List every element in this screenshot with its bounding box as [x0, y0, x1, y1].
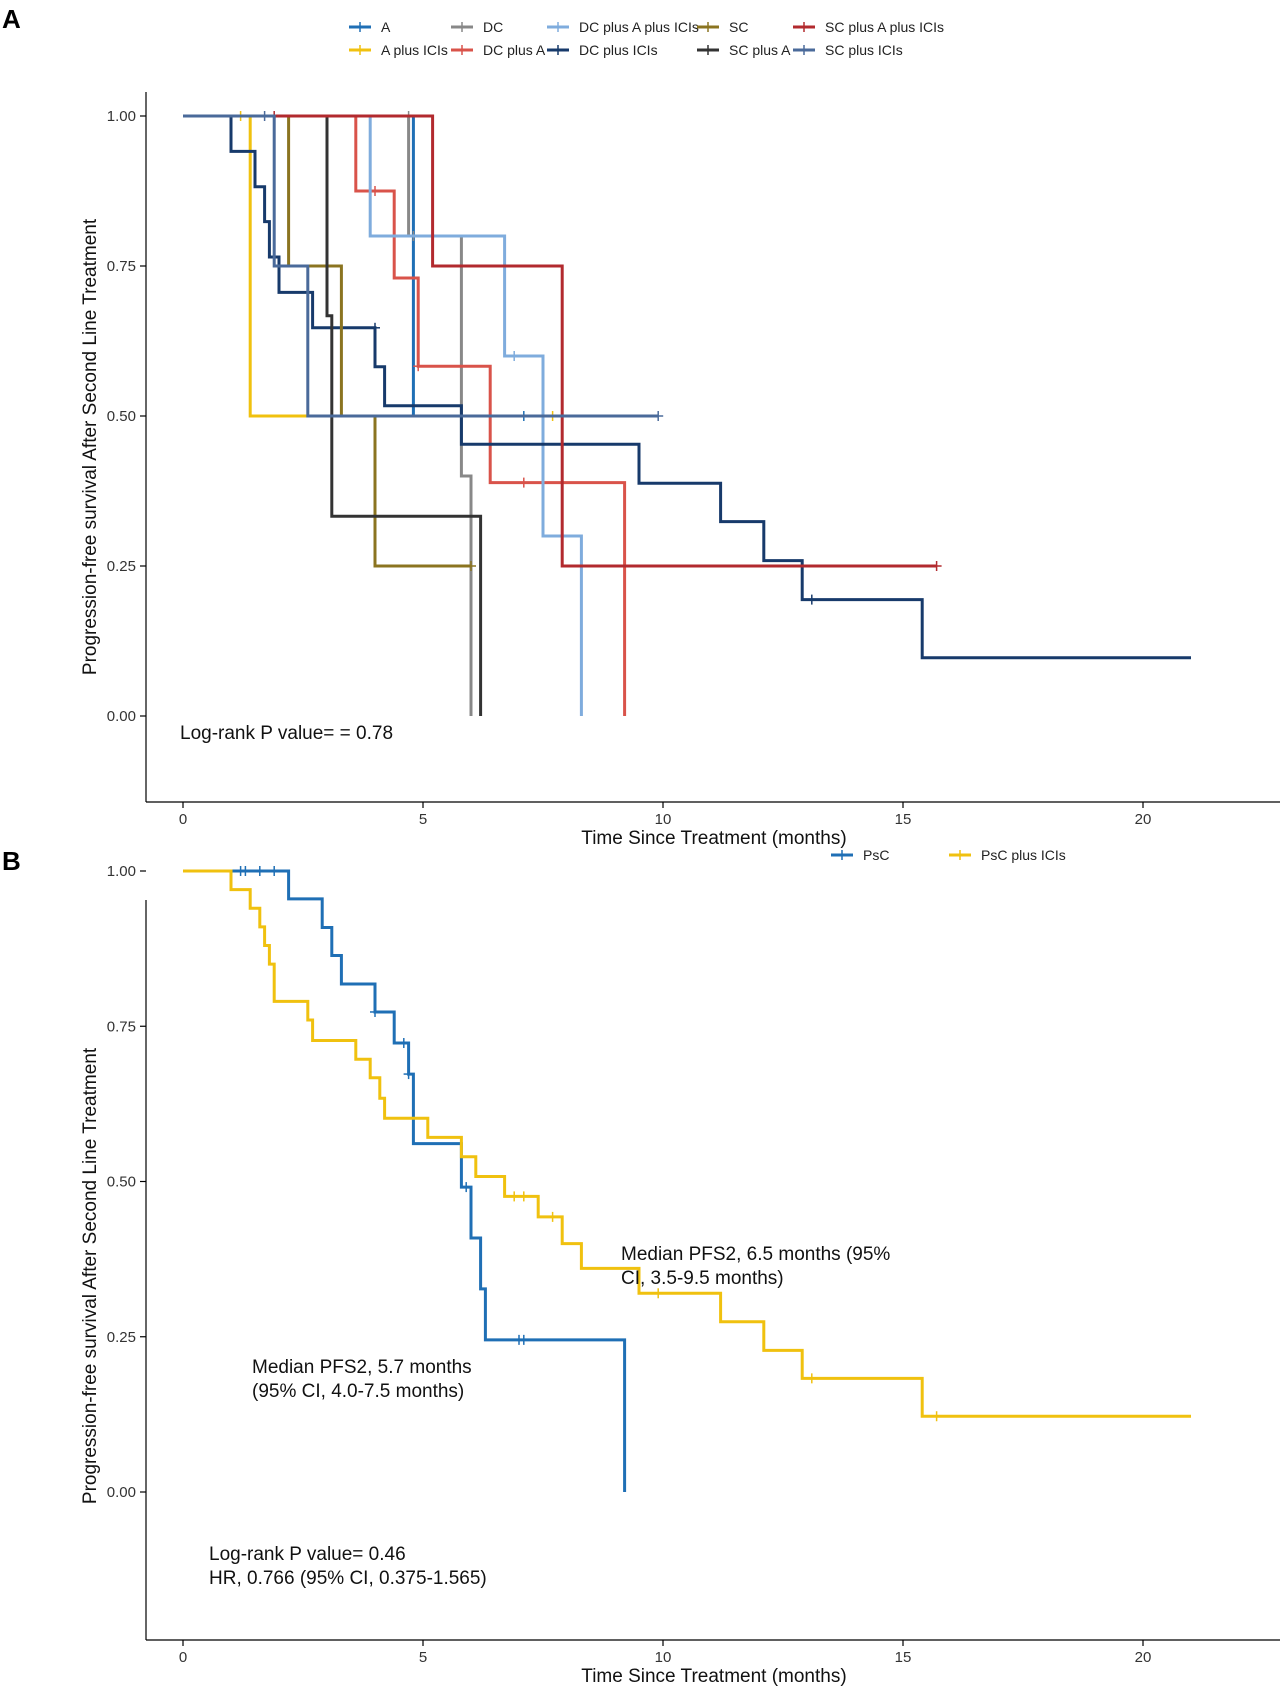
- y-tick-label: 0.25: [107, 1329, 136, 1346]
- legend-item-sc: SC: [697, 19, 748, 35]
- y-tick-label: 0.75: [107, 1018, 136, 1035]
- x-axis-title: Time Since Treatment (months): [581, 1666, 846, 1687]
- legend-label: PsC: [863, 847, 889, 863]
- legend-label: PsC plus ICIs: [981, 847, 1066, 863]
- legend-label: A: [381, 19, 391, 35]
- annotation-logrank: Log-rank P value= 0.46: [209, 1544, 406, 1565]
- censor-mark-psc: [518, 1334, 529, 1345]
- annotation-median-icis-line2: CI, 3.5-9.5 months): [621, 1268, 784, 1289]
- censor-mark-sc-plus-a-plus-icis: [931, 561, 942, 571]
- panel-b-chart: 0.00 0.25 0.50 0.75 1.00 0 5 10 15 20 Time Since …: [80, 847, 1280, 1687]
- legend-label: DC plus A plus ICIs: [579, 19, 699, 35]
- annotation-logrank: Log-rank P value= = 0.78: [180, 723, 393, 744]
- legend-item-dc: DC: [451, 19, 503, 35]
- x-tick-label: 10: [655, 811, 672, 828]
- legend-item-dc-plus-a-plus-icis: DC plus A plus ICIs: [547, 19, 699, 35]
- x-tick-label: 5: [419, 811, 427, 828]
- series-line-sc-plus-icis: [183, 114, 659, 418]
- annotation-hr: HR, 0.766 (95% CI, 0.375-1.565): [209, 1568, 487, 1589]
- x-tick-label: 15: [895, 811, 912, 828]
- legend-label: DC plus A: [483, 42, 546, 58]
- censor-mark-dc-plus-icis: [806, 594, 817, 605]
- legend-item-a: A: [349, 19, 391, 35]
- censor-mark-psc-plus-icis: [509, 1191, 520, 1202]
- legend-item-sc-plus-a-plus-icis: SC plus A plus ICIs: [793, 19, 944, 35]
- annotation-median-psc-line2: (95% CI, 4.0-7.5 months): [252, 1381, 464, 1402]
- y-tick-label: 0.00: [107, 1484, 136, 1501]
- legend-item-psc-plus-icis: PsC plus ICIs: [949, 847, 1066, 863]
- censor-mark-dc-plus-a-plus-icis: [509, 351, 520, 361]
- legend-label: SC: [729, 19, 748, 35]
- censor-mark-dc-plus-icis: [370, 322, 380, 333]
- censor-mark-psc-plus-icis: [547, 1211, 558, 1222]
- censor-mark-sc-plus-icis: [259, 111, 270, 121]
- y-tick-label: 1.00: [107, 863, 136, 880]
- legend: PsC PsC plus ICIs: [831, 847, 1066, 863]
- y-axis-title: Progression-free survival After Second L…: [80, 1047, 101, 1504]
- censor-mark-sc-plus-icis: [653, 411, 664, 421]
- annotation-median-psc-line1: Median PFS2, 5.7 months: [252, 1357, 472, 1378]
- panel-a-chart: 0.00 0.25 0.50 0.75 1.00 0 5 10 15 20 Time Since …: [80, 19, 1280, 849]
- series-line-dc-plus-icis: [183, 114, 1191, 660]
- x-tick-label: 5: [419, 1649, 427, 1666]
- legend-item-a-plus-icis: A plus ICIs: [349, 42, 448, 58]
- annotation-median-icis-line1: Median PFS2, 6.5 months (95%: [621, 1244, 890, 1265]
- legend-label: SC plus A: [729, 42, 791, 58]
- legend: A A plus ICIs DC DC plus A DC plus A plus IC…: [349, 19, 944, 58]
- y-axis-title: Progression-free survival After Second L…: [80, 218, 101, 675]
- legend-label: SC plus A plus ICIs: [825, 19, 944, 35]
- legend-item-dc-plus-icis: DC plus ICIs: [547, 42, 658, 58]
- legend-item-sc-plus-icis: SC plus ICIs: [793, 42, 903, 58]
- x-axis-title: Time Since Treatment (months): [581, 828, 846, 849]
- censor-mark-psc: [403, 1069, 414, 1080]
- legend-item-sc-plus-a: SC plus A: [697, 42, 791, 58]
- x-tick-label: 20: [1135, 1649, 1152, 1666]
- x-tick-label: 20: [1135, 811, 1152, 828]
- legend-item-dc-plus-a: DC plus A: [451, 42, 546, 58]
- legend-item-psc: PsC: [831, 847, 889, 863]
- x-tick-label: 15: [895, 1649, 912, 1666]
- censor-mark-psc: [240, 866, 251, 876]
- series-line-dc-plus-a: [183, 114, 627, 716]
- legend-label: SC plus ICIs: [825, 42, 903, 58]
- censor-mark-psc: [269, 866, 280, 876]
- x-tick-label: 10: [655, 1649, 672, 1666]
- legend-label: A plus ICIs: [381, 42, 448, 58]
- censor-mark-psc: [254, 866, 265, 876]
- legend-label: DC: [483, 19, 503, 35]
- x-tick-label: 0: [179, 811, 187, 828]
- series-line-psc-plus-icis: [183, 869, 1191, 1418]
- censor-mark-sc: [466, 561, 476, 571]
- censor-mark-dc-plus-a: [518, 477, 529, 488]
- series-line-sc-plus-a-plus-icis: [183, 114, 937, 568]
- censor-mark-psc-plus-icis: [653, 1288, 664, 1299]
- censor-mark-psc: [370, 1006, 380, 1017]
- panel-b-label: B: [2, 846, 21, 876]
- y-tick-label: 0.75: [107, 258, 136, 275]
- y-tick-label: 0.00: [107, 708, 136, 725]
- censor-mark-dc-plus-a: [413, 361, 424, 372]
- series-line-sc: [183, 114, 471, 568]
- legend-label: DC plus ICIs: [579, 42, 658, 58]
- censor-mark-psc-plus-icis: [806, 1373, 817, 1384]
- y-tick-label: 0.50: [107, 1174, 136, 1191]
- y-tick-label: 0.25: [107, 558, 136, 575]
- y-tick-label: 1.00: [107, 108, 136, 125]
- censor-mark-psc-plus-icis: [518, 1191, 529, 1202]
- series-line-dc-plus-a-plus-icis: [183, 114, 583, 716]
- censor-mark-psc-plus-icis: [931, 1411, 942, 1422]
- censor-mark-psc: [461, 1182, 472, 1193]
- x-tick-label: 0: [179, 1649, 187, 1666]
- censor-mark-psc: [398, 1038, 409, 1049]
- panel-a-label: A: [2, 4, 21, 34]
- y-tick-label: 0.50: [107, 408, 136, 425]
